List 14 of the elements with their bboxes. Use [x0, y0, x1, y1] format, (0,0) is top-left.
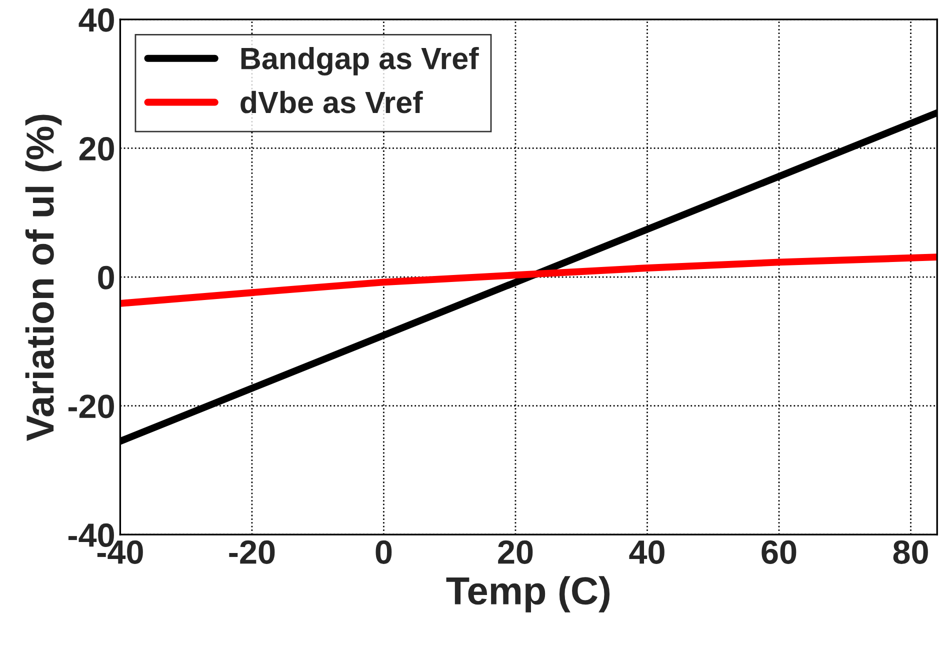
- y-tick-label: -20: [68, 394, 114, 418]
- x-tick-label: 20: [498, 540, 533, 564]
- y-tick-label: 20: [79, 137, 114, 161]
- x-tick-label: 0: [376, 540, 392, 564]
- y-tick-label: 40: [78, 8, 114, 32]
- x-tick-label: 60: [762, 540, 796, 564]
- y-axis-title: Variation of ul (%): [25, 114, 62, 441]
- legend-label: Bandgap as Vref: [241, 46, 479, 76]
- y-tick-label: 0: [98, 266, 114, 290]
- x-tick-label: -20: [229, 540, 275, 564]
- x-axis-title: Temp (C): [446, 576, 610, 612]
- x-tick-label: 80: [893, 540, 928, 564]
- x-tick-label: 40: [629, 540, 664, 564]
- legend-label: dVbe as Vref: [240, 90, 423, 114]
